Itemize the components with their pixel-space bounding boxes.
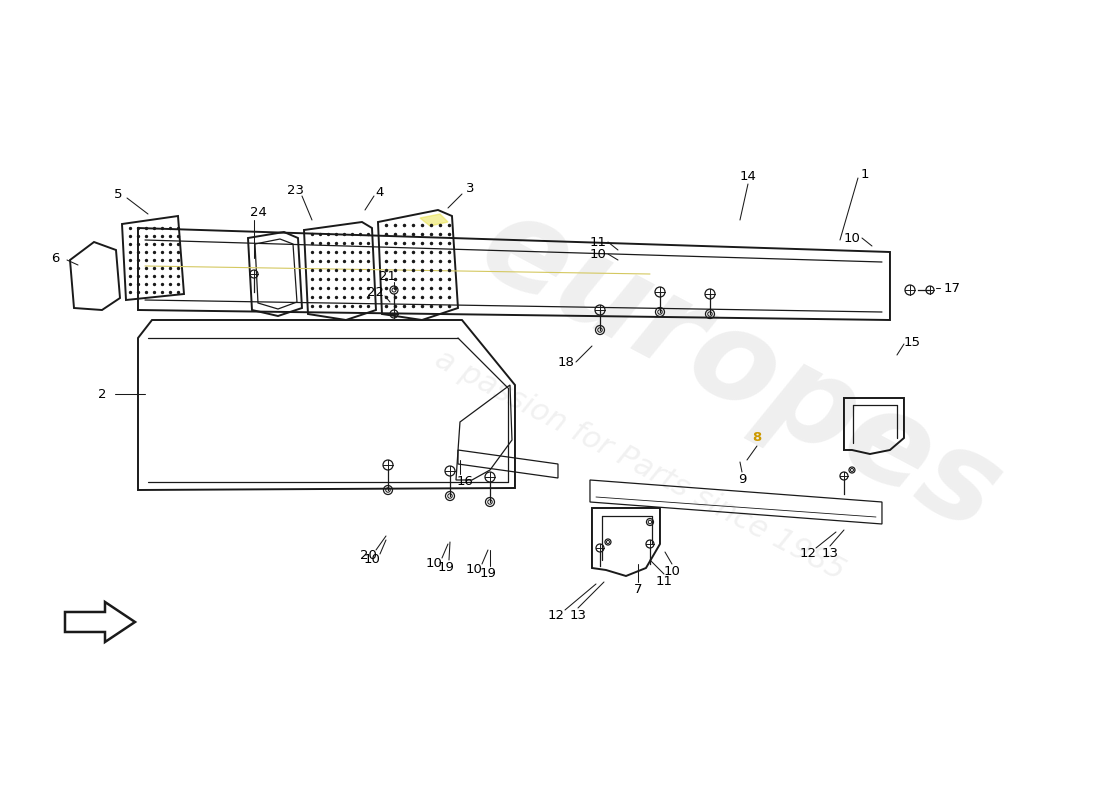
Text: 10: 10	[663, 566, 681, 578]
Text: 12: 12	[548, 610, 564, 622]
Text: 2: 2	[98, 387, 107, 401]
Text: 11: 11	[590, 235, 606, 249]
Text: 6: 6	[51, 251, 59, 265]
Text: 23: 23	[287, 183, 305, 197]
Text: 10: 10	[426, 558, 442, 570]
Text: 12: 12	[800, 547, 816, 561]
Text: 10: 10	[363, 554, 381, 566]
Text: 19: 19	[480, 567, 496, 581]
Text: 15: 15	[903, 335, 921, 349]
Text: 18: 18	[558, 355, 574, 369]
Text: 21: 21	[379, 270, 396, 282]
Text: 5: 5	[113, 187, 122, 201]
Text: 20: 20	[360, 550, 376, 562]
Text: 8: 8	[752, 431, 761, 445]
Text: europes: europes	[460, 183, 1020, 557]
Text: 16: 16	[456, 475, 473, 489]
Text: 17: 17	[944, 282, 960, 294]
Text: 9: 9	[738, 474, 746, 486]
Text: 14: 14	[739, 170, 757, 182]
Text: 13: 13	[570, 610, 586, 622]
Text: 13: 13	[822, 547, 838, 561]
Text: 7: 7	[634, 583, 642, 597]
Text: 3: 3	[465, 182, 474, 194]
Text: 19: 19	[438, 562, 454, 574]
Text: 24: 24	[250, 206, 266, 218]
Polygon shape	[420, 214, 448, 226]
Text: 1: 1	[860, 167, 869, 181]
Text: 11: 11	[656, 575, 672, 589]
Text: 22: 22	[367, 286, 385, 298]
Text: a passion for Parts since 1985: a passion for Parts since 1985	[430, 344, 850, 586]
Text: 10: 10	[465, 563, 483, 577]
Text: 4: 4	[376, 186, 384, 198]
Text: 10: 10	[590, 247, 606, 261]
Text: 10: 10	[844, 231, 860, 245]
